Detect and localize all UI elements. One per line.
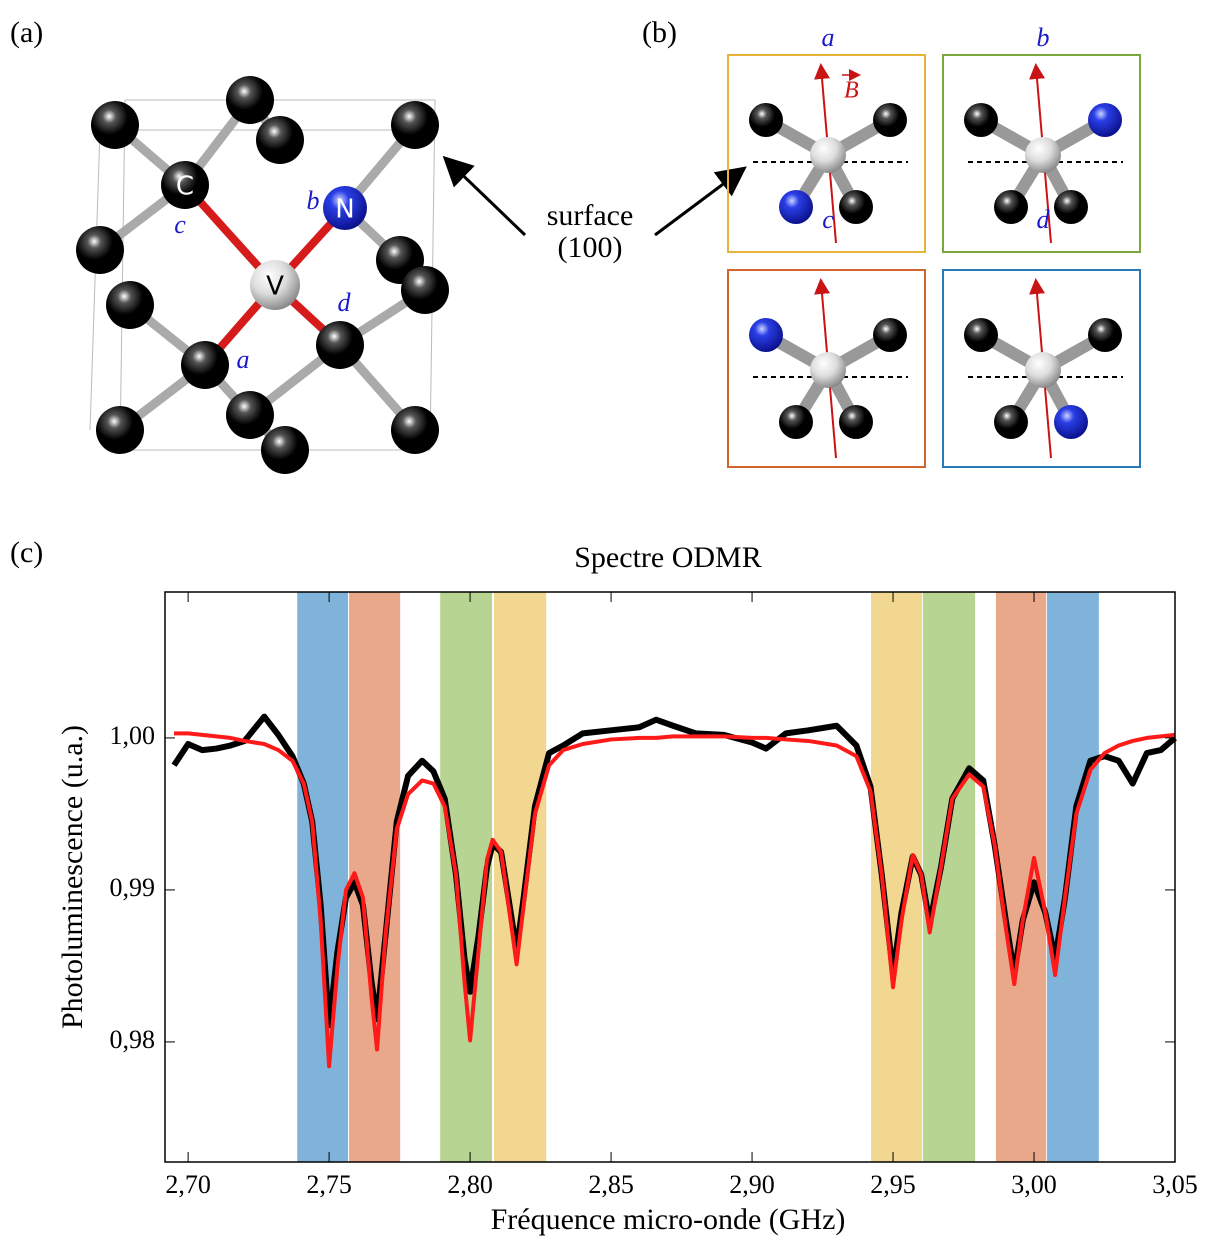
field-label: B (844, 78, 859, 104)
atom (1025, 352, 1061, 388)
atom (1054, 190, 1088, 224)
site-label: b (307, 186, 320, 215)
atom (994, 190, 1028, 224)
atom (226, 391, 274, 439)
x-tick-label: 2,95 (870, 1170, 916, 1199)
data-line (174, 731, 1176, 1069)
orientation-box (942, 269, 1141, 468)
x-tick-label: 2,85 (588, 1170, 634, 1199)
surface-label: (100) (558, 231, 623, 264)
panel-label: (b) (642, 16, 677, 49)
atom (96, 406, 144, 454)
atom (250, 260, 300, 310)
atom (839, 405, 873, 439)
y-tick-label: 1,00 (110, 721, 156, 750)
atom (323, 186, 367, 230)
atom (161, 161, 209, 209)
x-axis-label: Fréquence micro-onde (GHz) (491, 1203, 846, 1236)
x-tick-label: 2,90 (729, 1170, 775, 1199)
band (871, 592, 923, 1162)
orientation-label: a (822, 23, 835, 52)
orientation-label: c (822, 205, 834, 234)
y-tick-label: 0,98 (110, 1025, 156, 1054)
surface-label: surface (547, 199, 634, 232)
x-tick-label: 2,70 (165, 1170, 211, 1199)
site-label: c (174, 210, 186, 239)
plot-frame (164, 591, 1176, 1163)
atom (1088, 103, 1122, 137)
atom (1025, 137, 1061, 173)
atom (810, 137, 846, 173)
band (922, 592, 976, 1162)
atom (964, 103, 998, 137)
atom (316, 321, 364, 369)
band (494, 592, 547, 1162)
atom (994, 405, 1028, 439)
y-axis-label: Photoluminescence (u.a.) (56, 725, 89, 1029)
atom (401, 266, 449, 314)
atom (256, 116, 304, 164)
x-tick-label: 3,00 (1011, 1170, 1057, 1199)
atom (106, 281, 154, 329)
panel-c: (c) Spectre ODMR Fréquence micro-onde (G… (10, 536, 1198, 1236)
orientation-label: d (1037, 205, 1051, 234)
atom-label: V (266, 272, 284, 302)
atom (261, 426, 309, 474)
chart-title: Spectre ODMR (574, 541, 761, 574)
cell-edge (89, 129, 101, 431)
panel-label: (a) (10, 16, 43, 49)
orientation-box (727, 269, 926, 468)
atom-label: N (335, 195, 354, 225)
atom (810, 352, 846, 388)
cell-edge (119, 99, 126, 451)
atom (873, 103, 907, 137)
atom (873, 318, 907, 352)
atom (964, 318, 998, 352)
band (297, 592, 348, 1162)
atom-label: C (176, 172, 194, 202)
atom (226, 76, 274, 124)
band (1046, 592, 1099, 1162)
orientation-label: b (1037, 23, 1050, 52)
atom (181, 341, 229, 389)
x-tick-label: 3,05 (1152, 1170, 1198, 1199)
y-tick-label: 0,99 (110, 873, 156, 902)
atom (779, 190, 813, 224)
atom (76, 226, 124, 274)
panel-label: (c) (10, 536, 43, 569)
x-tick-label: 2,75 (306, 1170, 352, 1199)
atom (1088, 318, 1122, 352)
panel-b: (b) surface (100) aBb c d (442, 16, 1141, 468)
x-tick-label: 2,80 (447, 1170, 493, 1199)
atom (749, 318, 783, 352)
atom (779, 405, 813, 439)
arrow (442, 155, 527, 237)
panel-a: (a) C N Va b c d (10, 16, 449, 474)
orientation-box (942, 54, 1141, 253)
atom (749, 103, 783, 137)
orientation-box (727, 54, 926, 253)
site-label: a (237, 345, 250, 374)
atom (391, 406, 439, 454)
atom (839, 190, 873, 224)
site-label: d (338, 288, 352, 317)
atom (1054, 405, 1088, 439)
atom (391, 101, 439, 149)
atom (91, 101, 139, 149)
